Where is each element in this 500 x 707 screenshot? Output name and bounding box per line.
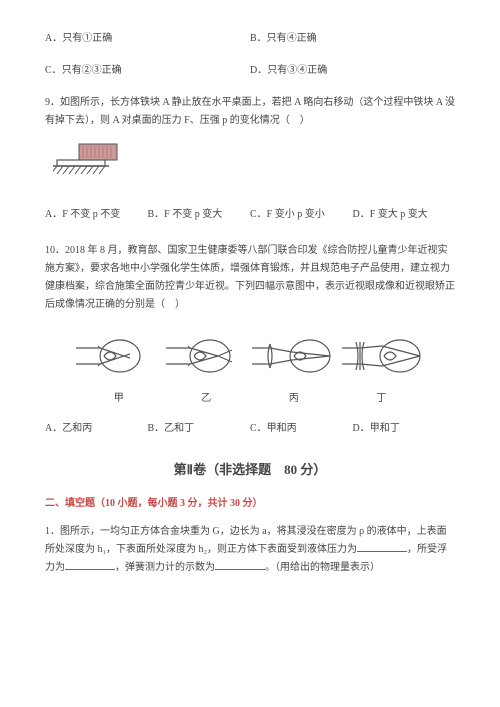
q9-options: A．F 不变 p 不变 B．F 不变 p 变大 C．F 变小 p 变小 D．F …	[45, 206, 455, 224]
fill-q1-d: 。（用给出的物理量表示）	[265, 562, 380, 573]
q10-option-a: A．乙和丙	[45, 420, 148, 438]
blank-1	[357, 551, 407, 552]
q10-text: 10．2018 年 8 月，教育部、国家卫生健康委等八部门联合印发《综合防控儿童…	[45, 242, 455, 314]
q10-label-c: 丙	[289, 390, 299, 408]
fill-q1: 1．图所示，一均匀正方体合金块重为 G，边长为 a，将其浸没在密度为 ρ 的液体…	[45, 523, 455, 577]
blank-2	[65, 569, 115, 570]
q10-body: 2018 年 8 月，教育部、国家卫生健康委等八部门联合印发《综合防控儿童青少年…	[45, 245, 455, 310]
section2-title: 第Ⅱ卷（非选择题 80 分）	[45, 458, 455, 481]
q8-options-row2: C．只有②③正确 D．只有③④正确	[45, 62, 455, 80]
q9-figure	[53, 140, 455, 190]
q9-option-c: C．F 变小 p 变小	[250, 206, 353, 224]
q8-option-b: B．只有④正确	[250, 30, 455, 48]
q8-option-a: A．只有①正确	[45, 30, 250, 48]
section2-sub: 二、填空题（10 小题，每小题 3 分，共计 30 分）	[45, 495, 455, 513]
q10-options: A．乙和丙 B．乙和丁 C．甲和丙 D．甲和丁	[45, 420, 455, 438]
q8-options-row1: A．只有①正确 B．只有④正确	[45, 30, 455, 48]
q10-option-b: B．乙和丁	[148, 420, 251, 438]
q9-number: 9．	[45, 97, 60, 108]
q9-body: 如图所示，长方体铁块 A 静止放在水平桌面上，若把 A 略向右移动（这个过程中铁…	[45, 97, 455, 126]
q9-text: 9．如图所示，长方体铁块 A 静止放在水平桌面上，若把 A 略向右移动（这个过程…	[45, 94, 455, 130]
fill-q1-c: ，弹簧测力计的示数为	[115, 562, 215, 573]
q10-label-b: 乙	[201, 390, 211, 408]
fill-q1-num: 1．	[45, 526, 60, 537]
q10-label-d: 丁	[376, 390, 386, 408]
q8-option-c: C．只有②③正确	[45, 62, 250, 80]
q10-figure-labels: 甲 乙 丙 丁	[75, 390, 425, 408]
q10-number: 10．	[45, 245, 65, 256]
q9-option-a: A．F 不变 p 不变	[45, 206, 148, 224]
q10-option-d: D．甲和丁	[353, 420, 456, 438]
q10-figure	[45, 326, 455, 386]
blank-3	[215, 569, 265, 570]
q10-option-c: C．甲和丙	[250, 420, 353, 438]
q10-label-a: 甲	[114, 390, 124, 408]
q9-option-b: B．F 不变 p 变大	[148, 206, 251, 224]
q9-option-d: D．F 变大 p 变大	[353, 206, 456, 224]
q8-option-d: D．只有③④正确	[250, 62, 455, 80]
